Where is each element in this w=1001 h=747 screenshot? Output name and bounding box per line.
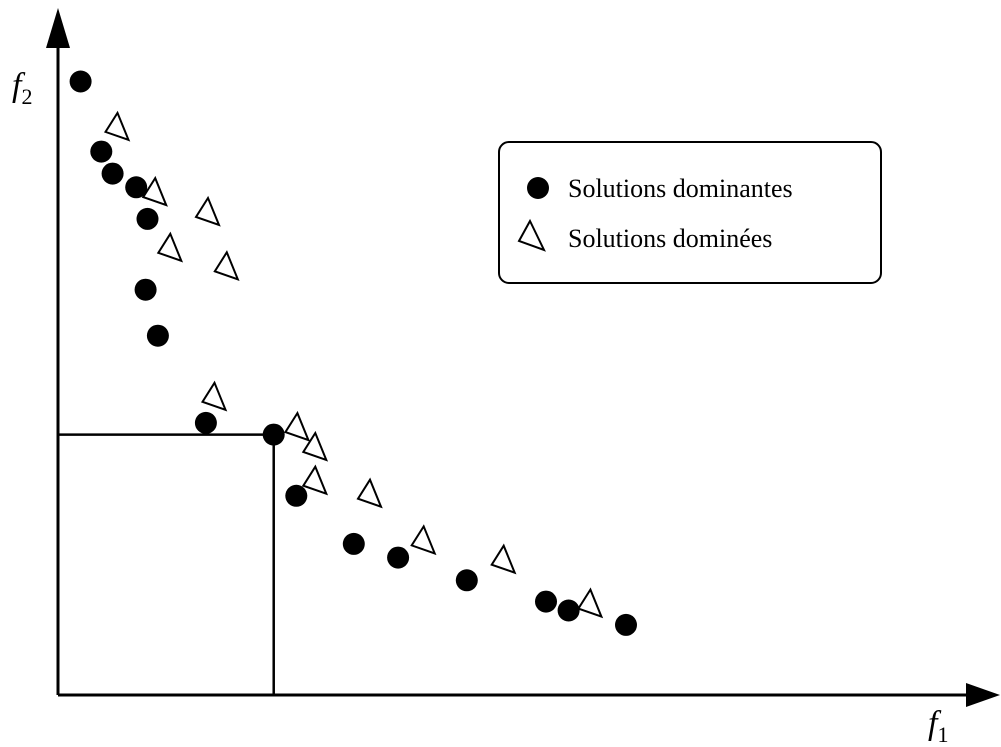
x-axis-label: f1 — [928, 705, 948, 747]
point-dominated — [200, 380, 228, 412]
point-dominated — [283, 410, 311, 442]
point-dominant — [125, 176, 148, 199]
point-dominant — [90, 140, 113, 163]
point-dominated — [213, 250, 240, 281]
point-dominant — [455, 569, 478, 592]
point-dominated — [141, 175, 168, 207]
legend-marker-dominantes — [527, 177, 549, 199]
legend: Solutions dominantes Solutions dominées — [498, 141, 882, 284]
point-dominated — [356, 477, 383, 509]
legend-label-dominees: Solutions dominées — [568, 224, 772, 253]
point-dominated — [194, 195, 221, 227]
legend-label-dominantes: Solutions dominantes — [568, 174, 793, 203]
legend-marker-dominees — [517, 218, 546, 252]
point-dominant — [557, 599, 580, 622]
point-dominant — [194, 411, 217, 434]
point-dominated — [410, 524, 437, 556]
legend-box — [498, 141, 882, 284]
y-axis-arrowhead — [46, 8, 70, 48]
point-dominated — [103, 110, 131, 142]
point-dominant — [535, 590, 557, 613]
data-points — [69, 70, 637, 636]
point-dominant — [387, 546, 410, 569]
point-dominated — [156, 231, 184, 263]
x-axis-arrowhead — [966, 683, 1000, 707]
point-dominant — [69, 70, 92, 93]
point-dominant — [136, 207, 159, 230]
point-dominated — [576, 587, 604, 619]
y-axis-label: f2 — [12, 67, 32, 109]
dominance-box-group — [58, 433, 275, 695]
point-dominant — [285, 484, 308, 507]
point-dominated — [490, 543, 517, 575]
point-dominant — [134, 278, 157, 301]
point-dominant — [615, 613, 637, 636]
point-dominated — [301, 464, 329, 496]
point-dominant — [342, 532, 365, 555]
point-dominated — [301, 430, 329, 462]
point-dominant — [146, 324, 169, 347]
point-dominant — [262, 423, 285, 446]
point-dominant — [101, 162, 124, 185]
